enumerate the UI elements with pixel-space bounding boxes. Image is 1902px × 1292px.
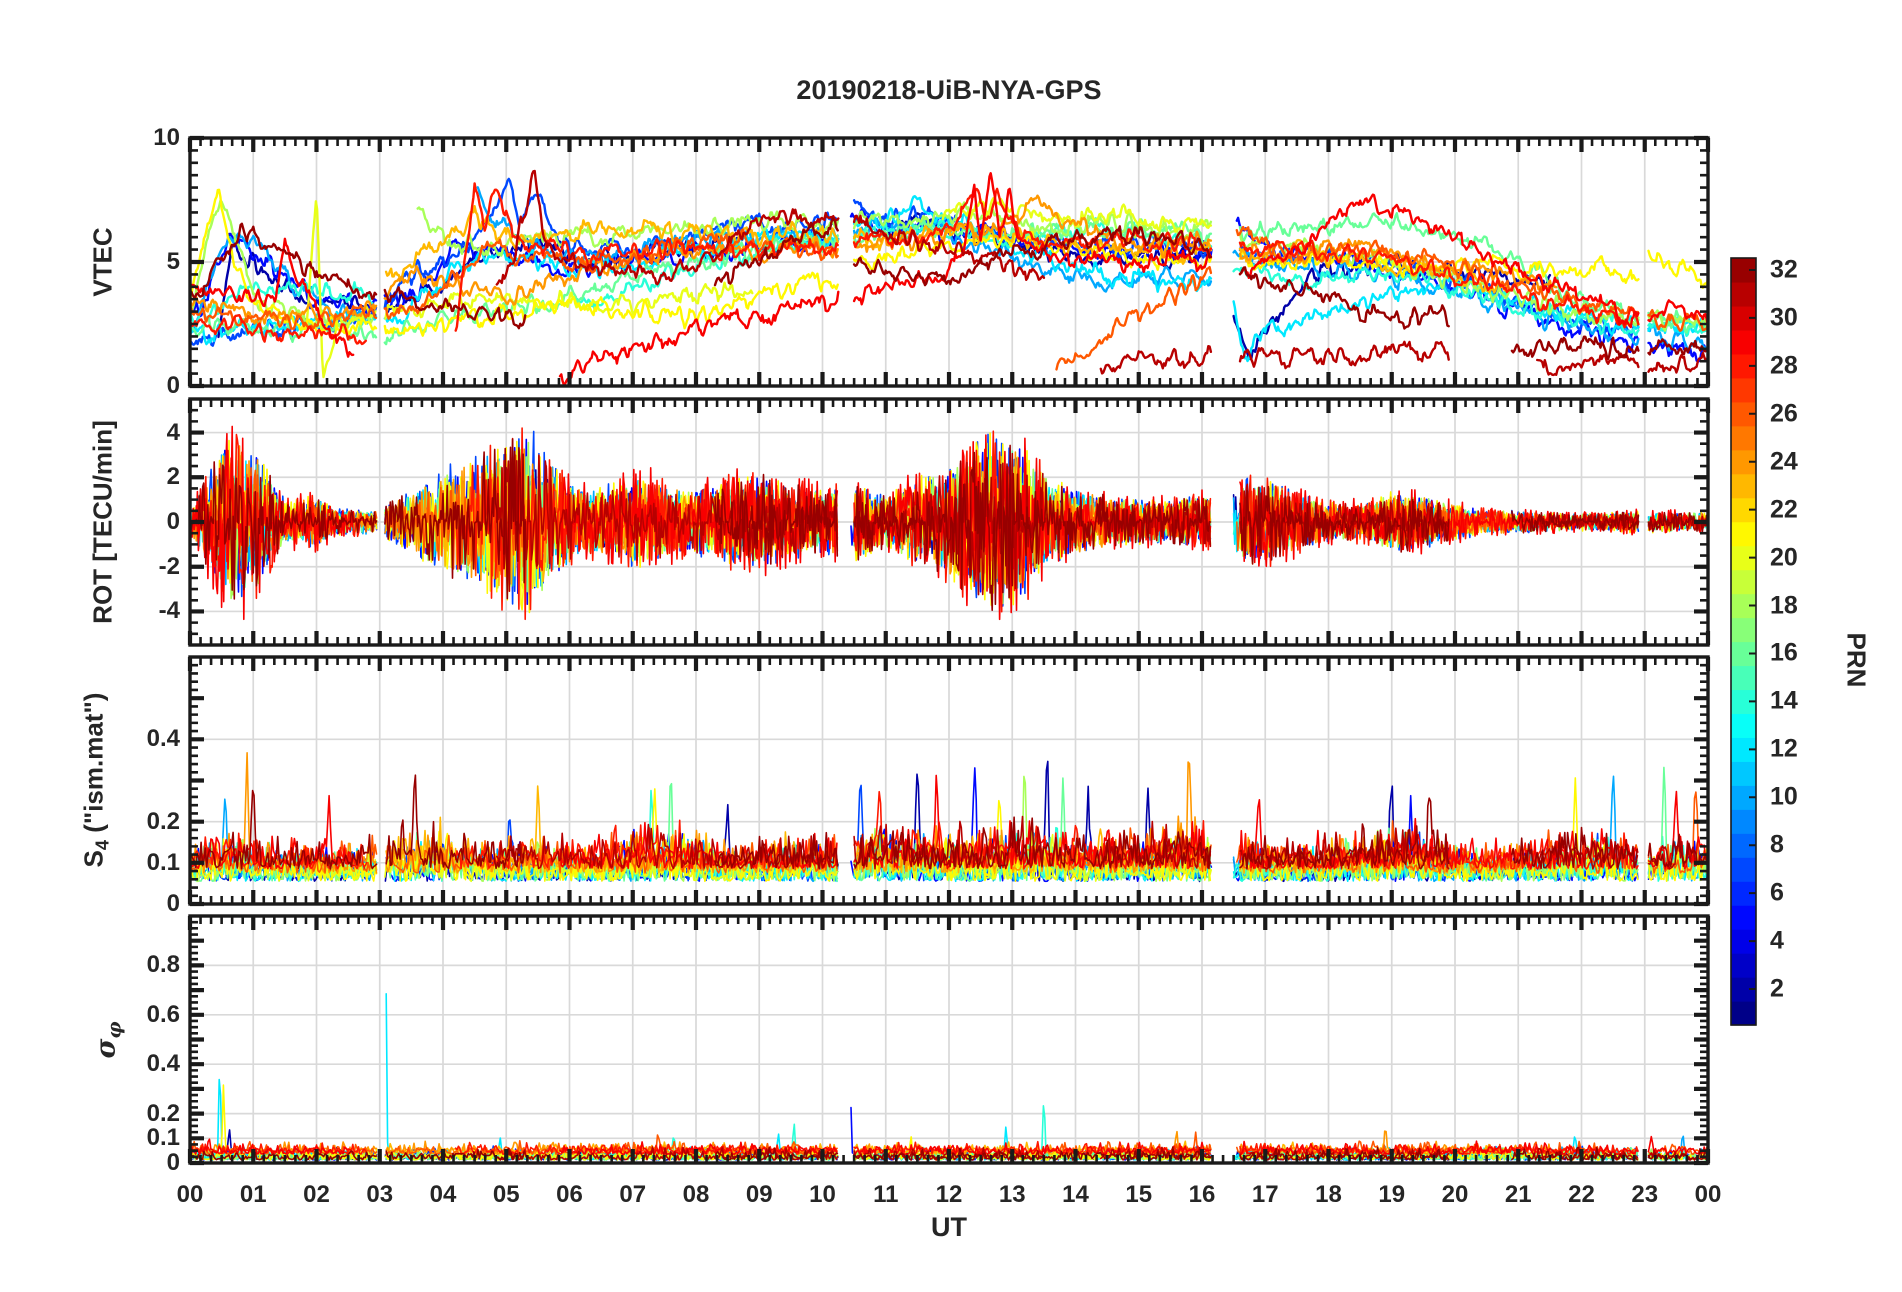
xtick-hour-1: 01 xyxy=(239,1181,267,1208)
xtick-hour-18: 18 xyxy=(1315,1181,1342,1208)
colorbar-tick-8: 8 xyxy=(1770,830,1784,859)
ytick-s4-0.1: 0.1 xyxy=(146,848,180,876)
colorbar-tick-6: 6 xyxy=(1770,878,1784,907)
colorbar-tick-10: 10 xyxy=(1770,782,1798,811)
xtick-hour-21: 21 xyxy=(1504,1181,1532,1208)
colorbar-tick-18: 18 xyxy=(1770,591,1798,620)
xtick-hour-7: 07 xyxy=(619,1181,647,1208)
panel-rot-series xyxy=(189,425,1709,621)
ytick-s4-0.2: 0.2 xyxy=(146,807,180,835)
colorbar-tick-16: 16 xyxy=(1770,638,1798,667)
xtick-hour-9: 09 xyxy=(745,1181,773,1208)
xtick-hour-10: 10 xyxy=(809,1181,836,1208)
colorbar-tick-2: 2 xyxy=(1770,974,1784,1003)
colorbar-tick-28: 28 xyxy=(1770,351,1798,380)
xtick-hour-23: 23 xyxy=(1631,1181,1659,1208)
colorbar-tick-22: 22 xyxy=(1770,495,1798,524)
xtick-hour-12: 12 xyxy=(935,1181,963,1208)
ytick-vtec-5: 5 xyxy=(166,248,180,275)
colorbar-tick-30: 30 xyxy=(1770,303,1798,332)
xtick-hour-8: 08 xyxy=(682,1181,710,1208)
xtick-hour-2: 02 xyxy=(303,1181,330,1208)
ytick-sigma_phi-0: 0 xyxy=(166,1149,180,1176)
colorbar xyxy=(1730,257,1757,1026)
xtick-hour-11: 11 xyxy=(873,1181,899,1208)
colorbar-tick-4: 4 xyxy=(1770,926,1784,955)
ytick-rot--2: -2 xyxy=(158,552,180,580)
ylabel-s4: S4 ("ism.mat") xyxy=(78,693,113,868)
ytick-sigma_phi-0.4: 0.4 xyxy=(146,1050,180,1078)
xtick-hour-0: 00 xyxy=(176,1181,204,1208)
colorbar-tick-14: 14 xyxy=(1770,686,1798,715)
xtick-hour-13: 13 xyxy=(998,1181,1026,1208)
xtick-hour-4: 04 xyxy=(429,1181,457,1208)
ytick-sigma_phi-0.1: 0.1 xyxy=(146,1124,180,1152)
colorbar-tick-12: 12 xyxy=(1770,734,1798,763)
xtick-hour-6: 06 xyxy=(556,1181,583,1208)
panel-vtec-series xyxy=(188,169,1710,386)
xtick-hour-15: 15 xyxy=(1125,1181,1153,1208)
ytick-rot--4: -4 xyxy=(158,597,180,625)
colorbar-tick-32: 32 xyxy=(1770,255,1798,284)
colorbar-tick-26: 26 xyxy=(1770,399,1798,428)
ytick-vtec-10: 10 xyxy=(153,124,180,151)
xtick-hour-19: 19 xyxy=(1378,1181,1406,1208)
ytick-rot-2: 2 xyxy=(166,463,180,491)
xtick-hour-24: 00 xyxy=(1694,1181,1722,1208)
xtick-hour-5: 05 xyxy=(492,1181,520,1208)
ytick-rot-4: 4 xyxy=(166,418,180,446)
ytick-sigma_phi-0.2: 0.2 xyxy=(146,1099,180,1127)
colorbar-tick-24: 24 xyxy=(1770,447,1798,476)
xtick-hour-22: 22 xyxy=(1568,1181,1595,1208)
xtick-hour-16: 16 xyxy=(1188,1181,1216,1208)
xlabel-ut: UT xyxy=(931,1212,967,1242)
chart-title: 20190218-UiB-NYA-GPS xyxy=(796,75,1102,105)
panel-s4-series xyxy=(189,752,1708,883)
ytick-s4-0.4: 0.4 xyxy=(146,725,180,753)
colorbar-tick-20: 20 xyxy=(1770,543,1798,572)
xtick-hour-17: 17 xyxy=(1251,1181,1279,1208)
ytick-sigma_phi-0.6: 0.6 xyxy=(146,1000,180,1028)
colorbar-label-prn: PRN xyxy=(1841,632,1872,688)
ytick-s4-0: 0 xyxy=(166,890,180,917)
ytick-vtec-0: 0 xyxy=(166,372,180,399)
ytick-rot-0: 0 xyxy=(166,508,180,535)
axes-box-and-ticks xyxy=(187,135,1711,1166)
xtick-hour-20: 20 xyxy=(1441,1181,1469,1208)
ytick-sigma_phi-0.8: 0.8 xyxy=(146,951,180,979)
xtick-hour-14: 14 xyxy=(1062,1181,1089,1208)
xtick-hour-3: 03 xyxy=(366,1181,394,1208)
